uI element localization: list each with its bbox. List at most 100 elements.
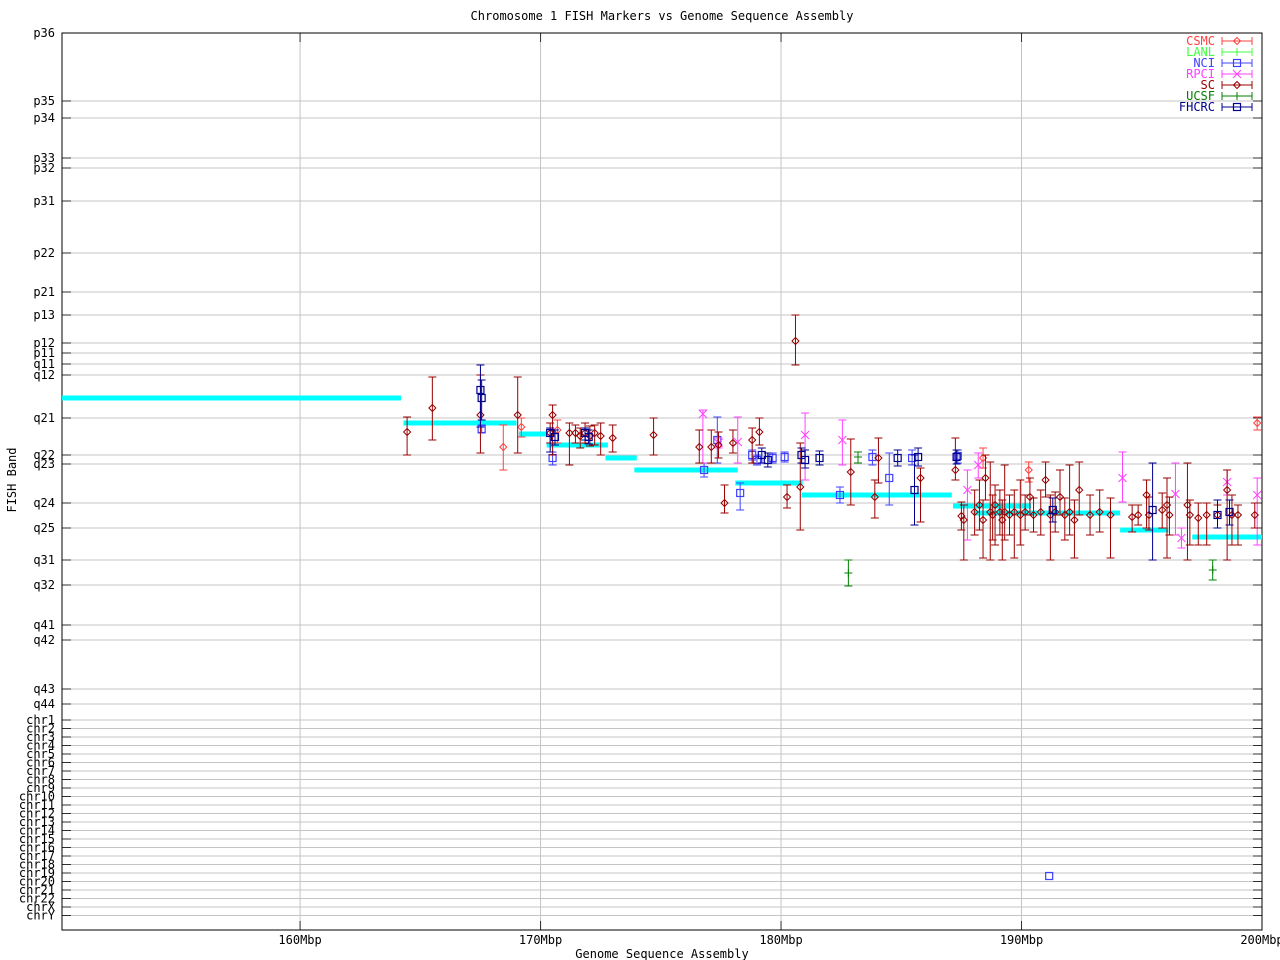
marker-diamond (791, 336, 800, 346)
x-tick-label-200: 200Mbp (1240, 933, 1280, 947)
marker-diamond (959, 515, 969, 525)
marker-diamond (1106, 510, 1115, 520)
y-tick-label-p21: p21 (33, 285, 55, 299)
marker-square (1213, 510, 1222, 520)
marker-square (768, 453, 777, 463)
marker-square (550, 432, 560, 442)
marker-diamond (1036, 507, 1045, 517)
y-tick-label-q31: q31 (33, 553, 55, 567)
marker-square (914, 452, 923, 462)
marker-square (1148, 505, 1157, 515)
marker-diamond (916, 473, 925, 483)
y-tick-label-chr10: chr10 (19, 790, 55, 804)
marker-diamond (1025, 492, 1035, 502)
y-tick-label-chr3: chr3 (26, 730, 55, 744)
marker-cross (1232, 69, 1242, 79)
marker-diamond (1029, 510, 1038, 520)
marker-diamond (1060, 510, 1070, 520)
marker-diamond (517, 422, 526, 432)
y-tick-label-chr6: chr6 (26, 756, 55, 770)
legend-label-FHCRC: FHCRC (1179, 100, 1215, 114)
marker-cross (1252, 490, 1262, 500)
marker-diamond (1185, 510, 1195, 520)
marker-diamond (1133, 510, 1143, 520)
y-tick-label-chr18: chr18 (19, 858, 55, 872)
marker-diamond (428, 403, 437, 413)
marker-diamond (1000, 507, 1009, 517)
marker-diamond (1202, 510, 1211, 520)
y-tick-label-chr21: chr21 (19, 883, 55, 897)
marker-diamond (1127, 512, 1137, 522)
marker-diamond (1142, 490, 1151, 500)
marker-diamond (978, 515, 988, 525)
marker-diamond (796, 482, 805, 492)
y-tick-label-chrX: chrX (26, 900, 56, 914)
y-tick-label-chr7: chr7 (26, 764, 55, 778)
marker-diamond (1041, 475, 1050, 485)
y-tick-label-chr4: chr4 (26, 739, 55, 753)
marker-square (893, 453, 902, 463)
x-tick-label-180: 180Mbp (759, 933, 802, 947)
marker-diamond (1095, 507, 1104, 517)
marker-diamond (499, 442, 508, 452)
marker-square (780, 452, 789, 462)
marker-square (910, 485, 919, 495)
marker-cross (1118, 473, 1127, 483)
x-tick-label-160: 160Mbp (278, 933, 321, 947)
marker-diamond (565, 428, 574, 438)
chart-title: Chromosome 1 FISH Markers vs Genome Sequ… (470, 9, 854, 23)
marker-square (953, 451, 962, 461)
marker-diamond (755, 427, 764, 437)
legend-label-UCSF: UCSF (1186, 89, 1215, 103)
y-tick-label-p13: p13 (33, 308, 55, 322)
y-tick-label-p34: p34 (33, 111, 55, 125)
marker-diamond (782, 492, 792, 502)
y-tick-label-p36: p36 (33, 26, 55, 40)
marker-diamond (1222, 485, 1232, 495)
marker-diamond (548, 410, 557, 420)
marker-diamond (970, 507, 979, 517)
y-tick-label-chr20: chr20 (19, 875, 55, 889)
marker-diamond (714, 440, 723, 450)
legend-label-SC: SC (1201, 78, 1215, 92)
marker-diamond (1070, 515, 1079, 525)
marker-diamond (874, 453, 883, 463)
y-tick-label-chr16: chr16 (19, 841, 55, 855)
y-tick-label-chr17: chr17 (19, 849, 55, 863)
y-tick-label-chr8: chr8 (26, 773, 55, 787)
y-tick-label-q23: q23 (33, 457, 55, 471)
marker-diamond (951, 465, 960, 475)
y-tick-label-p11: p11 (33, 346, 55, 360)
marker-diamond (728, 438, 738, 448)
legend-label-CSMC: CSMC (1186, 34, 1215, 48)
x-axis-title: Genome Sequence Assembly (575, 947, 749, 960)
marker-diamond (571, 428, 580, 438)
marker-diamond (720, 498, 729, 508)
y-tick-label-chrY: chrY (26, 909, 56, 923)
marker-diamond (975, 500, 984, 510)
y-tick-label-chr19: chr19 (19, 866, 55, 880)
marker-square (736, 488, 745, 498)
marker-diamond (695, 442, 704, 452)
y-tick-label-q42: q42 (33, 633, 55, 647)
y-tick-label-chr11: chr11 (19, 798, 55, 812)
marker-square (584, 432, 593, 442)
y-tick-label-chr14: chr14 (19, 824, 55, 838)
y-tick-label-q25: q25 (33, 521, 55, 535)
x-tick-label-190: 190Mbp (1000, 933, 1043, 947)
y-tick-label-q11: q11 (33, 357, 55, 371)
marker-cross (800, 430, 810, 440)
y-tick-label-q12: q12 (33, 368, 55, 382)
marker-diamond (649, 430, 658, 440)
marker-diamond (707, 442, 716, 452)
marker-diamond (1085, 510, 1095, 520)
y-tick-label-q22: q22 (33, 448, 55, 462)
y-tick-label-p32: p32 (33, 161, 55, 175)
marker-diamond (402, 427, 412, 437)
y-axis-title: FISH Band (5, 447, 19, 513)
marker-diamond (1157, 505, 1167, 515)
y-tick-label-p31: p31 (33, 194, 55, 208)
marker-cross (838, 435, 847, 445)
